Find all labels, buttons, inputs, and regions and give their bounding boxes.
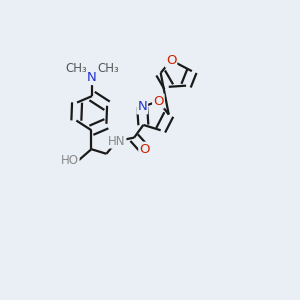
Text: N: N (87, 71, 97, 84)
Text: CH₃: CH₃ (65, 62, 87, 75)
Text: N: N (137, 100, 147, 113)
Text: HO: HO (61, 154, 79, 167)
Text: O: O (139, 143, 150, 156)
Text: CH₃: CH₃ (98, 62, 119, 75)
Text: O: O (166, 54, 176, 67)
Text: HN: HN (108, 135, 125, 148)
Text: O: O (153, 94, 164, 108)
